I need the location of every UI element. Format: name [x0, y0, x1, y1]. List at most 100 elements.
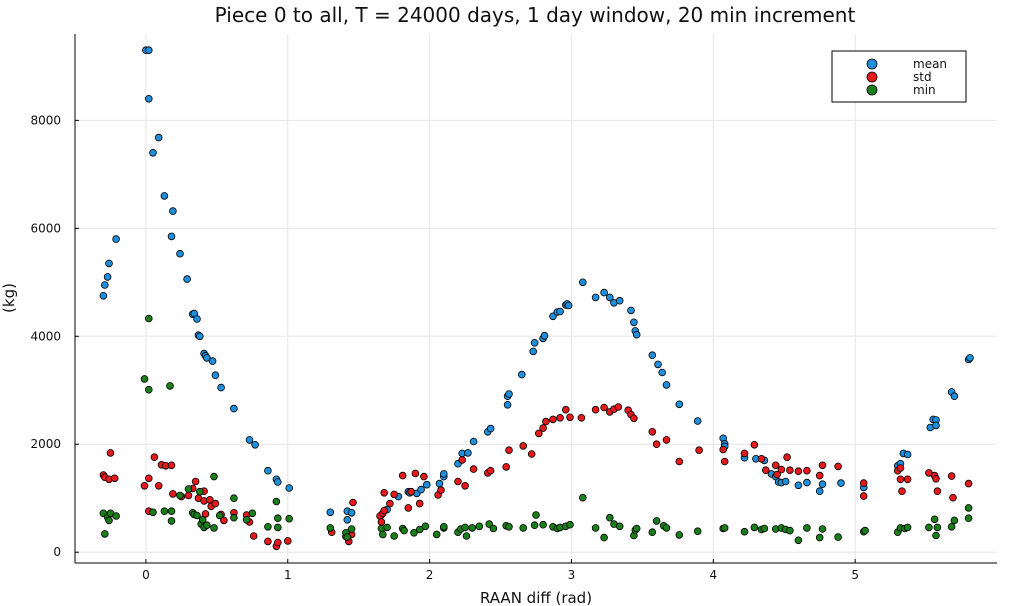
point-min	[285, 514, 294, 523]
series-std	[99, 403, 973, 551]
point-std	[566, 413, 574, 422]
point-mean	[211, 371, 220, 380]
x-tick-label: 4	[709, 568, 717, 582]
point-min	[193, 511, 201, 520]
point-std	[154, 481, 163, 490]
point-mean	[591, 293, 600, 302]
point-min	[932, 531, 940, 540]
point-min	[794, 536, 803, 545]
point-min	[326, 524, 335, 532]
point-min	[242, 515, 251, 524]
point-mean	[183, 275, 191, 283]
point-mean	[486, 424, 495, 433]
point-mean	[208, 357, 217, 365]
point-std	[110, 474, 119, 483]
point-mean	[803, 478, 811, 487]
point-std	[777, 465, 786, 474]
point-std	[757, 454, 766, 463]
point-min	[675, 531, 684, 539]
point-min	[578, 493, 587, 502]
x-tick-label: 1	[284, 568, 292, 582]
point-min	[505, 522, 513, 531]
point-min	[615, 522, 624, 531]
point-std	[614, 403, 623, 411]
point-std	[561, 405, 570, 414]
point-mean	[347, 508, 356, 517]
point-mean	[530, 338, 539, 347]
point-std	[794, 467, 803, 476]
point-min	[591, 524, 600, 532]
point-mean	[600, 288, 608, 297]
point-min	[273, 523, 282, 532]
point-min	[600, 533, 608, 542]
point-std	[283, 537, 292, 545]
point-min	[196, 487, 204, 496]
y-axis-label: (kg)	[0, 283, 18, 313]
point-mean	[556, 307, 564, 316]
point-mean	[648, 351, 657, 360]
point-std	[469, 465, 478, 473]
point-min	[176, 491, 184, 500]
point-min	[815, 533, 824, 542]
point-min	[925, 523, 933, 532]
point-mean	[654, 360, 662, 369]
point-std	[630, 414, 638, 423]
point-min	[693, 527, 702, 535]
point-mean	[950, 392, 959, 401]
point-std	[695, 446, 703, 455]
point-min	[539, 520, 547, 529]
point-std	[527, 450, 536, 458]
point-std	[773, 470, 781, 479]
point-min	[167, 517, 176, 525]
point-std	[859, 492, 868, 500]
point-std	[411, 469, 420, 478]
point-min	[930, 515, 939, 524]
point-std	[591, 405, 600, 414]
legend-marker-mean	[866, 58, 878, 70]
y-tick-label: 8000	[30, 113, 61, 127]
point-mean	[903, 450, 912, 459]
point-mean	[837, 479, 845, 487]
point-min	[210, 472, 218, 481]
point-std	[720, 457, 729, 466]
series-min	[99, 314, 973, 545]
point-min	[160, 507, 169, 516]
legend-label-min: min	[913, 83, 936, 97]
series-mean	[99, 46, 974, 524]
point-min	[400, 526, 408, 535]
point-min	[834, 533, 842, 541]
point-min	[167, 507, 176, 516]
point-std	[169, 490, 177, 498]
point-mean	[564, 301, 573, 310]
point-mean	[203, 354, 211, 362]
point-mean	[149, 149, 157, 157]
point-std	[964, 479, 973, 488]
point-min	[273, 514, 282, 522]
point-min	[740, 527, 749, 536]
point-mean	[932, 421, 940, 430]
point-min	[468, 524, 477, 532]
point-min	[343, 533, 352, 541]
point-min	[166, 382, 174, 390]
point-std	[933, 487, 942, 496]
point-mean	[169, 207, 177, 215]
point-std	[556, 413, 564, 422]
point-min	[519, 524, 527, 532]
point-std	[803, 466, 811, 475]
point-min	[632, 524, 641, 533]
point-min	[933, 523, 942, 532]
point-std	[818, 461, 827, 470]
point-mean	[167, 232, 176, 241]
point-std	[786, 466, 794, 475]
legend-marker-std	[866, 71, 878, 83]
point-std	[505, 446, 513, 455]
point-std	[184, 491, 193, 500]
point-mean	[464, 449, 472, 457]
point-mean	[794, 481, 803, 490]
point-min	[648, 528, 657, 536]
point-min	[198, 515, 207, 524]
point-mean	[217, 383, 225, 392]
point-std	[486, 466, 495, 475]
point-min	[662, 524, 671, 532]
point-mean	[273, 478, 282, 486]
